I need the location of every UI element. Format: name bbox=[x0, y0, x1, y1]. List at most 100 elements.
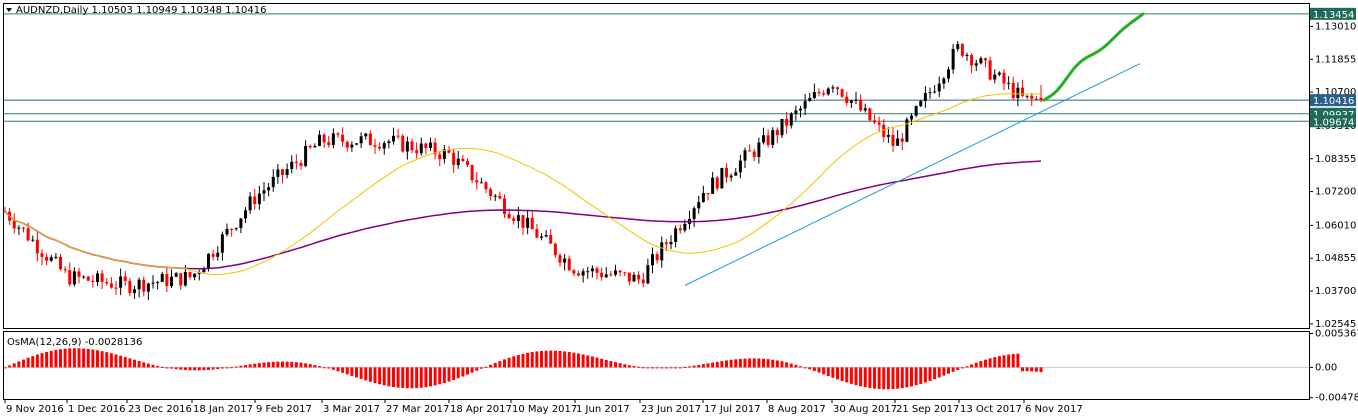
candle-body bbox=[572, 270, 576, 274]
candle-body bbox=[711, 177, 715, 194]
osma-bar bbox=[336, 367, 340, 372]
osma-bar bbox=[359, 367, 363, 379]
price-tick-label: 1.04855 bbox=[1315, 253, 1356, 264]
osma-bar bbox=[193, 367, 197, 371]
osma-bar bbox=[489, 364, 493, 368]
osma-bar bbox=[803, 367, 807, 369]
osma-tick-label: 0.00 bbox=[1315, 362, 1337, 373]
candle-body bbox=[26, 228, 30, 241]
candle-body bbox=[507, 214, 511, 219]
osma-tick-label: 0.005367 bbox=[1315, 328, 1358, 339]
candle-body bbox=[979, 58, 983, 64]
candle-body bbox=[623, 272, 627, 274]
osma-bar bbox=[1016, 353, 1020, 368]
candle-body bbox=[632, 274, 636, 282]
osma-bar bbox=[151, 364, 155, 368]
osma-bar bbox=[142, 362, 146, 368]
horizontal-levels[interactable] bbox=[4, 13, 1309, 122]
osma-bar bbox=[248, 364, 252, 368]
candle-body bbox=[674, 228, 678, 242]
forecast-path[interactable] bbox=[1042, 12, 1145, 102]
candle-body bbox=[910, 115, 913, 120]
osma-bar bbox=[683, 366, 687, 368]
candle-body bbox=[530, 217, 534, 230]
candle-body bbox=[905, 119, 909, 142]
osma-bar bbox=[748, 358, 752, 368]
osma-bar bbox=[840, 367, 844, 381]
osma-bar bbox=[17, 361, 21, 368]
osma-bar bbox=[618, 363, 622, 368]
trendline[interactable] bbox=[684, 63, 1141, 286]
osma-bar bbox=[123, 357, 127, 368]
candle-body bbox=[415, 150, 419, 154]
candle-body bbox=[401, 135, 405, 152]
osma-bar bbox=[701, 364, 705, 368]
time-tick-label: 8 Aug 2017 bbox=[768, 404, 826, 415]
candle-body bbox=[479, 182, 483, 184]
osma-bar bbox=[540, 350, 543, 368]
time-tick-label: 1 Dec 2016 bbox=[68, 404, 126, 415]
osma-bar bbox=[942, 367, 946, 376]
candle-body bbox=[350, 144, 354, 148]
candle-body bbox=[808, 97, 812, 102]
candle-body bbox=[549, 235, 553, 244]
osma-bar bbox=[600, 358, 604, 368]
osma-bar bbox=[868, 367, 872, 388]
candle-body bbox=[928, 92, 932, 94]
osma-bar bbox=[688, 366, 691, 368]
candle-body bbox=[405, 141, 409, 152]
osma-bar bbox=[503, 359, 506, 368]
osma-bar bbox=[697, 364, 701, 368]
osma-bar bbox=[341, 367, 345, 373]
candle-body bbox=[1034, 98, 1038, 100]
osma-bar bbox=[68, 348, 72, 368]
candle-body bbox=[516, 215, 520, 221]
candle-body bbox=[586, 271, 590, 273]
candle-body bbox=[410, 141, 414, 151]
time-tick-label: 6 Nov 2017 bbox=[1025, 404, 1083, 415]
candle-body bbox=[812, 92, 816, 98]
osma-bar bbox=[466, 367, 469, 375]
candle-body bbox=[498, 195, 502, 199]
ma-fast-line bbox=[4, 93, 1042, 276]
price-tick-label: 1.02545 bbox=[1315, 319, 1356, 330]
candle-body bbox=[942, 78, 946, 84]
osma-bar bbox=[937, 367, 941, 378]
candle-body bbox=[308, 145, 312, 148]
osma-bar bbox=[669, 367, 673, 369]
osma-bar bbox=[285, 361, 289, 368]
osma-bar bbox=[812, 367, 816, 371]
osma-bar bbox=[933, 367, 937, 380]
price-tick-label: 1.03700 bbox=[1315, 286, 1356, 297]
candle-body bbox=[151, 282, 155, 284]
moving-average-fast[interactable] bbox=[4, 93, 1042, 276]
osma-bar bbox=[318, 366, 321, 368]
price-label-box bbox=[1310, 7, 1356, 20]
osma-bar bbox=[974, 362, 978, 368]
osma-bar bbox=[35, 354, 39, 368]
candle-body bbox=[493, 195, 497, 197]
osma-bar bbox=[993, 357, 997, 368]
candle-body bbox=[526, 217, 530, 228]
osma-bar bbox=[63, 348, 67, 368]
osma-bar bbox=[234, 366, 238, 368]
candle-body bbox=[327, 142, 331, 145]
osma-bar bbox=[641, 367, 645, 369]
osma-bar bbox=[752, 358, 756, 368]
candle-body bbox=[461, 158, 465, 162]
osma-bar bbox=[405, 367, 409, 389]
candle-body bbox=[142, 279, 146, 292]
candle-body bbox=[822, 93, 826, 95]
osma-bar bbox=[771, 359, 775, 368]
candle-body bbox=[984, 58, 987, 61]
triangle-down-icon[interactable] bbox=[6, 8, 12, 12]
osma-bar bbox=[364, 367, 368, 381]
osma-bar bbox=[1007, 354, 1011, 368]
candle-body bbox=[563, 258, 567, 263]
osma-bar bbox=[373, 367, 377, 384]
candle-body bbox=[1030, 95, 1034, 99]
osma-bar bbox=[910, 367, 913, 387]
osma-bar bbox=[331, 367, 335, 370]
candle-body bbox=[1016, 87, 1020, 99]
